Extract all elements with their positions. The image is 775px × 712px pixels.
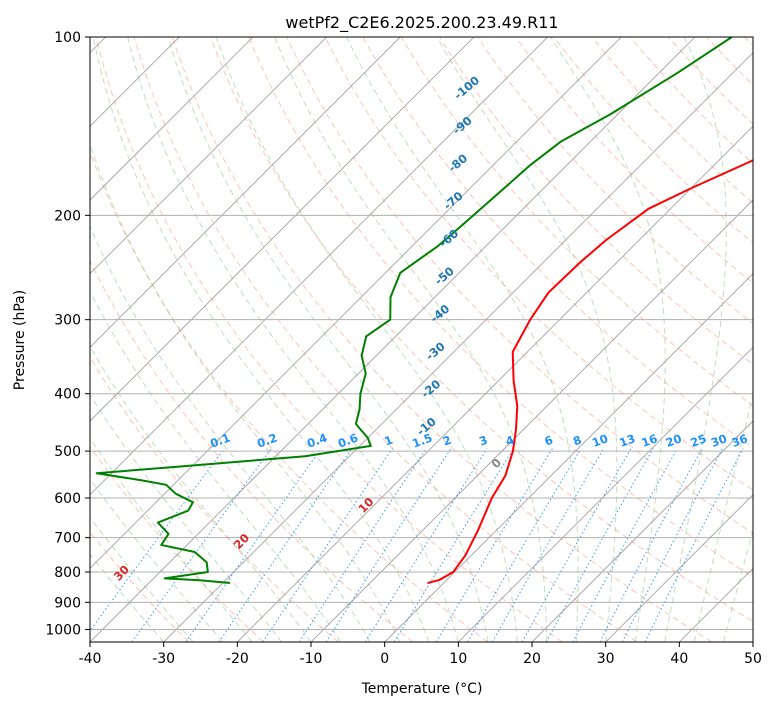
y-tick-label: 1000 — [45, 622, 81, 638]
moist-adiabat-line — [694, 32, 775, 642]
y-tick-label: 100 — [54, 30, 81, 46]
moist-adiabat-label: 40 — [0, 591, 16, 612]
dry-adiabat-line — [0, 37, 338, 642]
mixing-ratio-line — [492, 449, 603, 642]
isotherm-line — [0, 37, 474, 642]
dry-adiabat-label: -30 — [423, 339, 448, 363]
isotherm-line — [16, 37, 621, 642]
mixing-ratio-label: 25 — [688, 431, 708, 450]
x-tick-label: 20 — [523, 651, 541, 667]
isotherm-line — [90, 37, 695, 642]
mixing-ratio-label: 13 — [617, 431, 637, 450]
mixing-ratio-line — [82, 449, 225, 642]
dry-adiabat-label: -100 — [451, 73, 482, 102]
x-tick-label: -10 — [300, 651, 323, 667]
y-tick-label: 900 — [54, 595, 81, 611]
mixing-ratio-line — [645, 449, 743, 642]
mixing-ratio-label: 3 — [477, 433, 489, 449]
dry-adiabat-label: -40 — [427, 302, 452, 326]
mixing-ratio-label: 1 — [382, 433, 394, 449]
moist-adiabat-line — [724, 32, 775, 642]
x-axis-label: Temperature (°C) — [361, 681, 483, 697]
dry-adiabat-line — [745, 37, 775, 642]
mixing-ratio-line — [394, 449, 514, 642]
chart-title: wetPf2_C2E6.2025.200.23.49.R11 — [285, 13, 558, 33]
moist-adiabat-line — [0, 32, 252, 642]
mixing-ratio-label: 6 — [543, 433, 555, 449]
moist-adiabat-line — [92, 32, 429, 642]
y-tick-label: 500 — [54, 444, 81, 460]
dry-adiabat-line — [668, 37, 775, 642]
mixing-ratio-label: 36 — [730, 431, 750, 450]
dewpoint-profile-line — [97, 37, 732, 583]
mixing-ratio-line — [468, 449, 581, 642]
x-tick-label: -40 — [79, 651, 102, 667]
dry-adiabat-line — [0, 37, 264, 642]
mixing-ratio-line — [600, 449, 702, 642]
isotherm-line — [753, 37, 775, 642]
mixing-ratio-line — [326, 449, 451, 642]
isotherm-line — [679, 37, 775, 642]
moist-adiabat-line — [126, 32, 458, 642]
y-tick-label: 200 — [54, 208, 81, 224]
dry-adiabat-line — [96, 37, 562, 642]
moist-adiabat-line — [167, 32, 488, 642]
dry-adiabat-line — [707, 37, 775, 642]
moist-adiabat-label: 0 — [489, 456, 505, 472]
mixing-ratio-line — [573, 449, 677, 642]
x-tick-label: -30 — [152, 651, 175, 667]
y-tick-label: 800 — [54, 565, 81, 581]
dry-adiabat-line — [20, 37, 413, 642]
mixing-ratio-label: 0.4 — [305, 431, 329, 451]
dry-adiabat-line — [516, 37, 775, 642]
moist-adiabat-line — [0, 32, 311, 642]
mixing-ratio-label: 0.1 — [208, 431, 232, 451]
moist-adiabat-line — [36, 32, 370, 642]
isotherm-line — [532, 37, 775, 642]
moist-adiabat-label: 30 — [111, 562, 132, 583]
dry-adiabat-line — [478, 37, 775, 642]
mixing-ratio-label: 8 — [571, 433, 583, 449]
mixing-ratio-label: 30 — [709, 431, 729, 450]
mixing-ratio-line — [436, 449, 552, 642]
y-tick-label: 400 — [54, 387, 81, 403]
y-tick-label: 700 — [54, 531, 81, 547]
isotherm-line — [458, 37, 775, 642]
x-tick-label: -20 — [226, 651, 249, 667]
mixing-ratio-label: 2 — [441, 433, 453, 449]
mixing-ratio-line — [365, 449, 487, 642]
isotherm-line — [311, 37, 775, 642]
isotherm-line — [0, 37, 327, 642]
mixing-ratio-line — [186, 449, 321, 642]
moist-adiabat-label: 20 — [231, 531, 252, 552]
mixing-ratio-label: 16 — [640, 431, 660, 450]
x-tick-label: 0 — [380, 651, 389, 667]
isotherm-line — [0, 37, 253, 642]
dry-adiabat-label: -70 — [441, 189, 466, 213]
x-tick-label: 30 — [597, 651, 615, 667]
y-tick-label: 300 — [54, 313, 81, 329]
dry-adiabat-label: -80 — [445, 151, 470, 175]
mixing-ratio-line — [299, 449, 426, 642]
x-tick-label: 50 — [744, 651, 762, 667]
dry-adiabat-line — [0, 37, 189, 642]
moist-adiabat-line — [62, 32, 399, 642]
dry-adiabat-label: -90 — [450, 113, 475, 137]
y-axis-label: Pressure (hPa) — [12, 290, 28, 390]
x-tick-label: 10 — [449, 651, 467, 667]
y-tick-label: 600 — [54, 491, 81, 507]
moist-adiabat-line — [547, 32, 665, 642]
dry-adiabat-line — [58, 37, 488, 642]
x-tick-label: 40 — [670, 651, 688, 667]
mixing-ratio-label: 1.5 — [410, 431, 434, 451]
